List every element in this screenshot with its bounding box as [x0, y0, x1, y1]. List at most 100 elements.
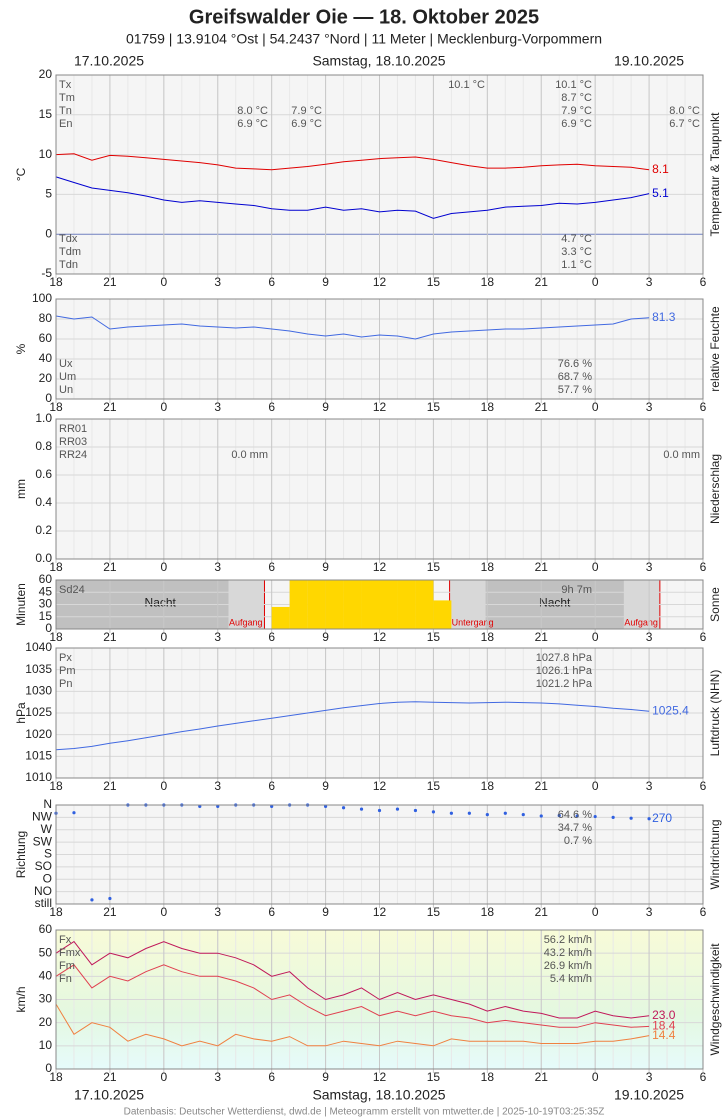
- date-right: 19.10.2025: [614, 1087, 684, 1103]
- plot-frame: [55, 298, 704, 400]
- y-tick-label: 0: [45, 1061, 52, 1075]
- bar: [289, 580, 308, 629]
- side-label: Windrichtung: [708, 819, 722, 889]
- stat-value: 68.7 %: [558, 371, 592, 383]
- subtitle: 01759 | 13.9104 °Ost | 54.2437 °Nord | 1…: [126, 31, 602, 47]
- y-tick-label: 60: [39, 922, 53, 936]
- series-line: [55, 1003, 650, 1047]
- stat-value: 26.9 km/h: [544, 960, 592, 972]
- x-tick-label: 18: [49, 779, 63, 793]
- y-axis-label: km/h: [14, 986, 28, 1012]
- end-label: 18.4: [652, 1019, 676, 1033]
- x-tick-label: 6: [268, 630, 275, 644]
- y-axis-label: hPa: [14, 702, 28, 724]
- end-label: 5.1: [652, 186, 669, 200]
- series-line: [55, 153, 650, 171]
- stat-value: 57.7 %: [558, 384, 592, 396]
- x-tick-label: 6: [700, 779, 707, 793]
- y-tick-label: 0.2: [35, 523, 52, 537]
- y-tick-label: NW: [32, 810, 53, 824]
- x-tick-label: 9: [322, 630, 329, 644]
- y-tick-label: 40: [39, 351, 53, 365]
- series-line: [55, 315, 650, 340]
- stat-value: 5.4 km/h: [550, 973, 592, 985]
- x-tick-label: 15: [427, 779, 441, 793]
- x-tick-label: 18: [481, 1070, 495, 1084]
- y-tick-label: 10: [39, 147, 53, 161]
- x-tick-label: 15: [427, 630, 441, 644]
- stat-value: 1.1 °C: [561, 259, 592, 271]
- y-axis-label: Minuten: [14, 583, 28, 626]
- x-tick-label: 3: [646, 905, 653, 919]
- date-center: Samstag, 18.10.2025: [312, 53, 445, 69]
- direction-dot: [431, 810, 436, 814]
- y-tick-label: 0.8: [35, 439, 52, 453]
- x-tick-label: 3: [646, 400, 653, 414]
- y-tick-label: 1030: [25, 684, 52, 698]
- stat-name: Fmx: [59, 947, 81, 959]
- direction-dot: [557, 813, 561, 818]
- stat-value: 8.0 °C: [237, 105, 268, 117]
- side-label: Niederschlag: [708, 454, 722, 524]
- plot-frame: [55, 804, 704, 905]
- x-tick-label: 21: [535, 560, 549, 574]
- x-tick-label: 12: [373, 905, 387, 919]
- x-tick-label: 21: [103, 905, 117, 919]
- y-tick-label: 1.0: [35, 411, 52, 425]
- x-tick-label: 3: [214, 400, 221, 414]
- y-axis-label: Richtung: [14, 831, 28, 878]
- end-label: 8.1: [652, 162, 669, 176]
- plot-frame: [55, 74, 704, 275]
- x-tick-label: 12: [373, 1070, 387, 1084]
- direction-dot: [647, 817, 651, 821]
- x-tick-label: 3: [646, 560, 653, 574]
- x-tick-label: 18: [481, 630, 495, 644]
- x-tick-label: 0: [160, 630, 167, 644]
- stat-name: En: [59, 118, 72, 130]
- x-tick-label: 6: [268, 1070, 275, 1084]
- y-tick-label: 1025: [25, 705, 52, 719]
- stat-value: 7.9 °C: [561, 105, 592, 117]
- stat-value: 7.9 °C: [291, 105, 322, 117]
- stat-value: 76.6 %: [558, 358, 592, 370]
- date-right: 19.10.2025: [614, 53, 684, 69]
- direction-dot: [521, 813, 525, 817]
- stat-name: Ux: [59, 358, 73, 370]
- y-tick-label: 60: [39, 331, 53, 345]
- y-tick-label: SW: [33, 834, 53, 848]
- x-tick-label: 21: [535, 275, 549, 289]
- sunrise-label: Aufgang: [624, 617, 658, 627]
- x-tick-label: 18: [49, 560, 63, 574]
- y-tick-label: 0.0: [35, 551, 52, 565]
- stat-value: 6.9 °C: [291, 118, 322, 130]
- stat-name: Tdx: [59, 233, 78, 245]
- x-tick-label: 9: [322, 779, 329, 793]
- x-tick-label: 15: [427, 400, 441, 414]
- y-tick-label: 100: [32, 291, 52, 305]
- stat-value: 0.7 %: [564, 835, 592, 847]
- bar: [397, 580, 416, 629]
- x-tick-label: 9: [322, 560, 329, 574]
- x-tick-label: 3: [214, 560, 221, 574]
- x-tick-label: 21: [103, 1070, 117, 1084]
- y-axis-label: °C: [14, 167, 28, 181]
- bar: [325, 580, 344, 629]
- y-axis-label: %: [14, 343, 28, 354]
- x-tick-label: 3: [646, 275, 653, 289]
- x-tick-label: 0: [160, 400, 167, 414]
- x-tick-label: 0: [160, 560, 167, 574]
- side-label: Luftdruck (NHN): [708, 670, 722, 757]
- end-label: 81.3: [652, 310, 676, 324]
- x-tick-label: 18: [49, 630, 63, 644]
- stat-value: 43.2 km/h: [544, 947, 592, 959]
- stat-value: 1021.2 hPa: [536, 678, 593, 690]
- stat-name: Fm: [59, 960, 75, 972]
- stat-value: 1027.8 hPa: [536, 652, 593, 664]
- stat-value: 8.7 °C: [561, 92, 592, 104]
- night-label: Nacht: [539, 596, 571, 610]
- x-tick-label: 9: [322, 275, 329, 289]
- x-tick-label: 3: [214, 630, 221, 644]
- stat-name: Fx: [59, 934, 72, 946]
- x-tick-label: 18: [481, 275, 495, 289]
- x-tick-label: 6: [268, 560, 275, 574]
